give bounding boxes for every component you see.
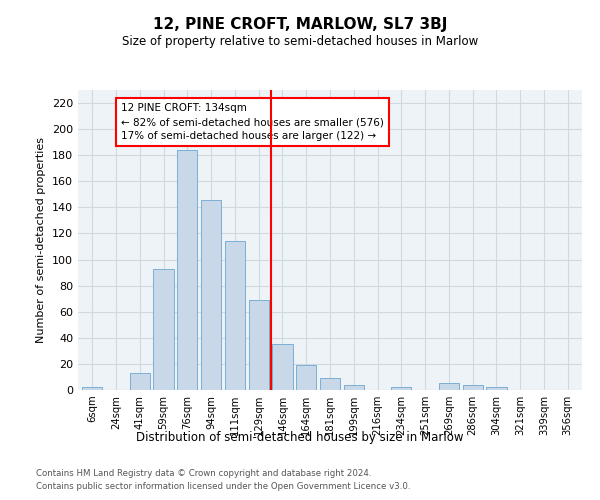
Bar	[154, 268, 173, 390]
Bar	[225, 242, 245, 390]
Bar	[272, 344, 293, 390]
Bar	[487, 388, 506, 390]
Bar	[82, 388, 103, 390]
Bar	[463, 385, 483, 390]
Bar	[320, 378, 340, 390]
Text: Contains public sector information licensed under the Open Government Licence v3: Contains public sector information licen…	[36, 482, 410, 491]
Bar	[177, 150, 197, 390]
Bar	[391, 388, 412, 390]
Text: Distribution of semi-detached houses by size in Marlow: Distribution of semi-detached houses by …	[136, 431, 464, 444]
Y-axis label: Number of semi-detached properties: Number of semi-detached properties	[37, 137, 46, 343]
Text: Contains HM Land Registry data © Crown copyright and database right 2024.: Contains HM Land Registry data © Crown c…	[36, 468, 371, 477]
Bar	[248, 300, 269, 390]
Bar	[130, 373, 150, 390]
Bar	[439, 384, 459, 390]
Text: Size of property relative to semi-detached houses in Marlow: Size of property relative to semi-detach…	[122, 35, 478, 48]
Bar	[344, 385, 364, 390]
Text: 12, PINE CROFT, MARLOW, SL7 3BJ: 12, PINE CROFT, MARLOW, SL7 3BJ	[153, 18, 447, 32]
Text: 12 PINE CROFT: 134sqm
← 82% of semi-detached houses are smaller (576)
17% of sem: 12 PINE CROFT: 134sqm ← 82% of semi-deta…	[121, 103, 383, 141]
Bar	[296, 365, 316, 390]
Bar	[201, 200, 221, 390]
